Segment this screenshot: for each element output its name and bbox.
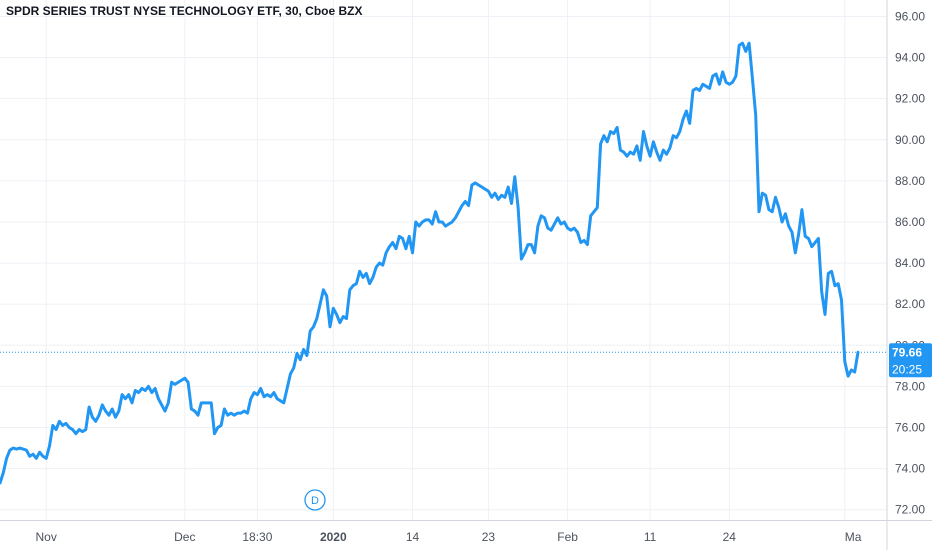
x-tick-label: Ma: [845, 530, 862, 544]
x-tick-label: 2020: [320, 530, 347, 544]
dividend-marker[interactable]: D: [304, 489, 326, 511]
y-tick-label: 90.00: [895, 133, 925, 147]
last-price-label: 79.66 20:25: [889, 343, 932, 378]
x-tick-label: Dec: [174, 530, 195, 544]
last-price-label-bg: [889, 343, 932, 378]
y-tick-label: 84.00: [895, 256, 925, 270]
time-axis[interactable]: Nov Dec 18:30 2020 14 23 Feb 11 24 Ma: [36, 530, 862, 544]
y-tick-label: 94.00: [895, 51, 925, 65]
dividend-marker-circle: [304, 489, 326, 511]
y-tick-label: 86.00: [895, 215, 925, 229]
y-tick-label: 74.00: [895, 462, 925, 476]
y-tick-label: 76.00: [895, 421, 925, 435]
chart-title: SPDR SERIES TRUST NYSE TECHNOLOGY ETF, 3…: [6, 4, 363, 18]
dividend-marker-label: D: [311, 495, 319, 507]
bar-countdown: 20:25: [892, 362, 922, 376]
price-series-line: [0, 41, 860, 485]
y-tick-label: 72.00: [895, 503, 925, 517]
x-tick-label: 14: [406, 530, 420, 544]
last-price-value: 79.66: [892, 345, 922, 359]
chart-grid: [0, 0, 887, 520]
price-axis[interactable]: 72.0074.0076.0078.0080.0082.0084.0086.00…: [895, 9, 925, 516]
y-tick-label: 92.00: [895, 92, 925, 106]
y-tick-label: 88.00: [895, 174, 925, 188]
x-tick-label: 23: [482, 530, 496, 544]
y-tick-label: 96.00: [895, 9, 925, 23]
x-tick-label: 11: [644, 530, 657, 544]
x-tick-label: 24: [723, 530, 737, 544]
y-tick-label: 78.00: [895, 379, 925, 393]
x-tick-label: Nov: [36, 530, 57, 544]
y-tick-label: 82.00: [895, 297, 925, 311]
x-tick-label: Feb: [557, 530, 578, 544]
x-tick-label: 18:30: [242, 530, 272, 544]
